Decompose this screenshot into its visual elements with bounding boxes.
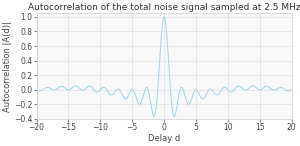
- X-axis label: Delay d: Delay d: [148, 134, 180, 142]
- Title: Autocorrelation of the total noise signal sampled at 2.5 MHz: Autocorrelation of the total noise signa…: [28, 4, 300, 12]
- Y-axis label: Autocorrelation |A(d)|: Autocorrelation |A(d)|: [4, 21, 13, 112]
